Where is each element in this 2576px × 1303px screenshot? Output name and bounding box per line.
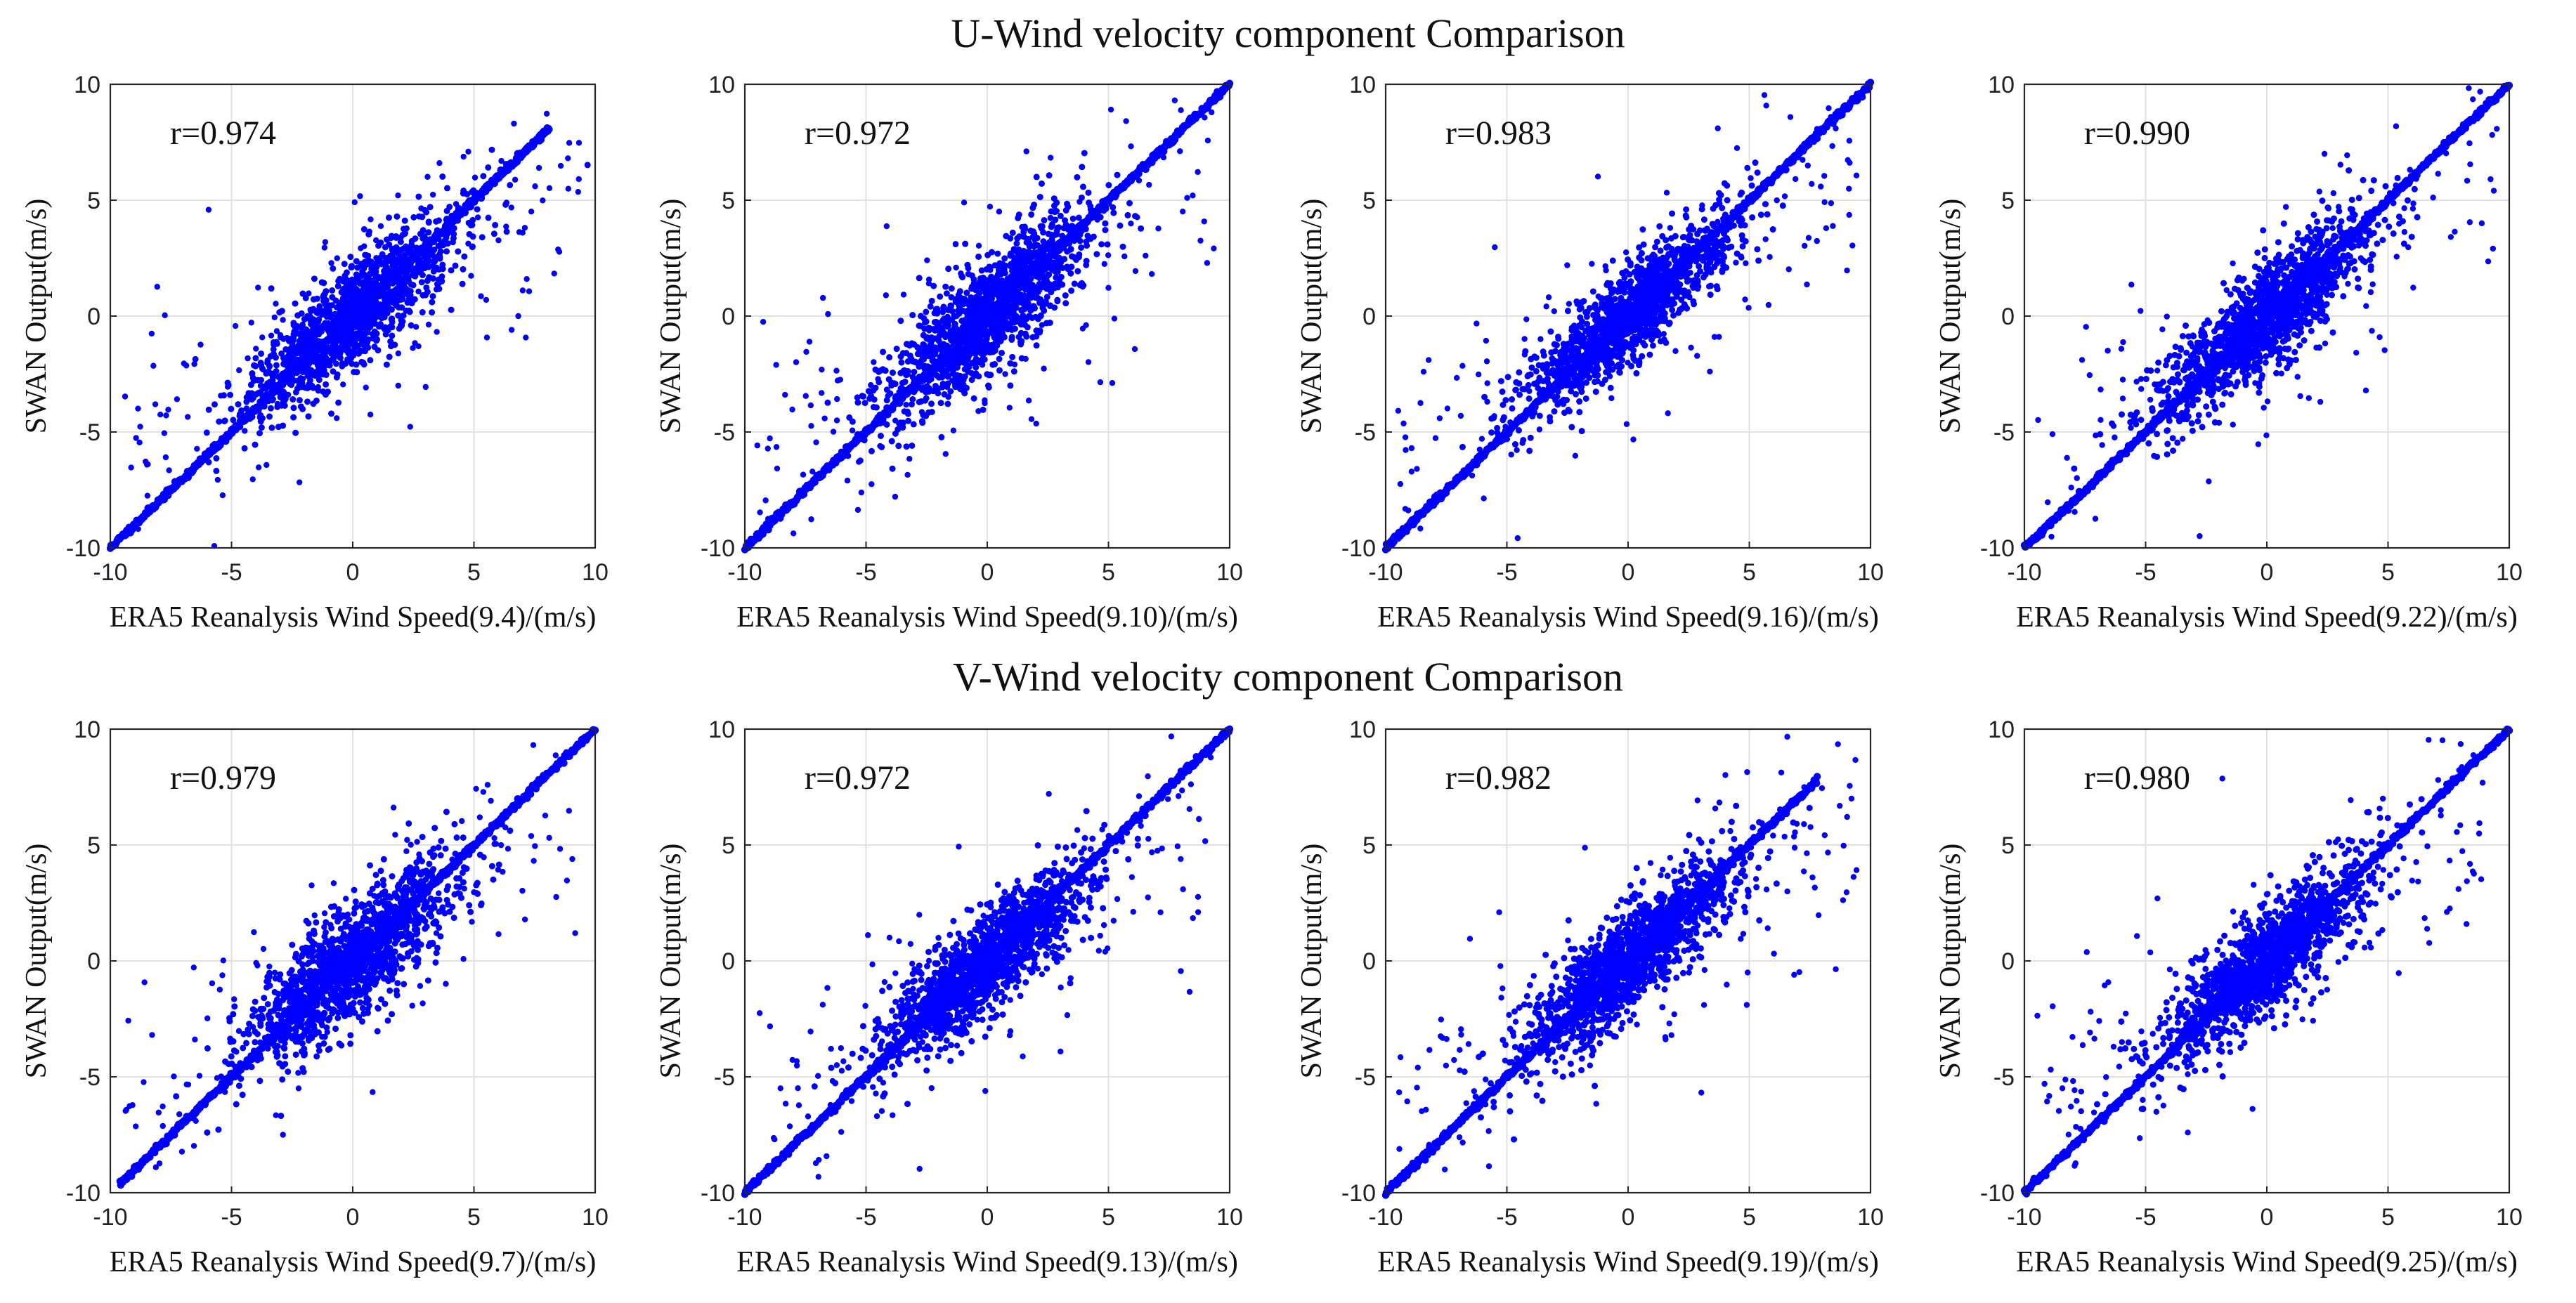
scatter-points <box>106 110 591 552</box>
u-wind-title: U-Wind velocity component Comparison <box>951 11 1625 56</box>
v-wind-title: V-Wind velocity component Comparison <box>953 654 1623 700</box>
